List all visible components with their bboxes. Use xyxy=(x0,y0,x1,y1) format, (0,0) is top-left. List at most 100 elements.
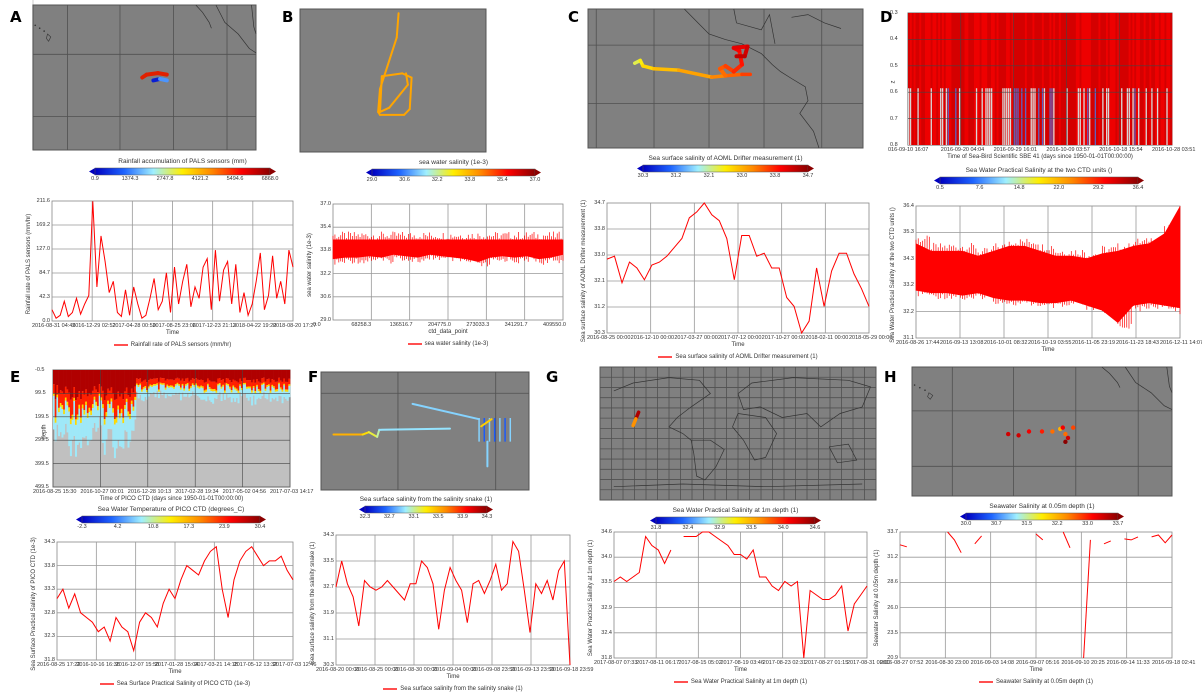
heatmap-cell xyxy=(1009,13,1013,145)
heatmap-cell xyxy=(69,399,72,419)
heatmap-cell xyxy=(80,422,83,449)
colorbar-gradient xyxy=(655,516,816,525)
heatmap-cell xyxy=(1100,13,1103,145)
heatmap-cell xyxy=(1043,13,1046,145)
heatmap-cell xyxy=(953,13,956,145)
heatmap-cell xyxy=(269,382,272,391)
heatmap-cell xyxy=(1132,88,1134,145)
heatmap-cell xyxy=(112,370,115,394)
heatmap-cell xyxy=(1072,13,1075,145)
heatmap-cell xyxy=(91,390,94,405)
heatmap-cell xyxy=(958,88,961,145)
heatmap-cell xyxy=(137,385,140,388)
heatmap-cell xyxy=(135,383,138,386)
series-line xyxy=(613,535,672,583)
colorbar-tick-label: 17.3 xyxy=(183,524,195,530)
heatmap-cell xyxy=(240,381,243,389)
track-point xyxy=(1071,425,1076,430)
island xyxy=(38,27,41,30)
heatmap-cell xyxy=(271,384,274,387)
heatmap-cell xyxy=(286,370,289,382)
heatmap-xtick-label: 2017-07-03 14:17 xyxy=(270,489,314,495)
heatmap-cell xyxy=(284,381,287,390)
heatmap-cell xyxy=(76,419,79,445)
heatmap-cell xyxy=(124,405,127,410)
colorbar-max-arrow xyxy=(1118,513,1124,520)
heatmap-cell xyxy=(1164,13,1167,145)
heatmap-cell xyxy=(68,411,71,447)
colorbar-tick-label: 29.0 xyxy=(366,177,378,183)
heatmap-cell xyxy=(171,379,174,386)
heatmap-cell xyxy=(985,13,988,145)
heatmap-cell xyxy=(166,370,169,379)
heatmap-cell xyxy=(193,370,196,380)
heatmap-cell xyxy=(119,413,122,420)
heatmap-cell xyxy=(1126,13,1129,145)
heatmap-cell xyxy=(86,396,89,414)
heatmap-cell xyxy=(247,386,250,389)
heatmap-cell xyxy=(208,370,211,381)
heatmap-cell xyxy=(75,424,77,457)
ytick-label: 26.0 xyxy=(887,604,898,611)
heatmap-ytick-label: 0.7 xyxy=(890,115,898,122)
heatmap-cell xyxy=(53,384,55,394)
heatmap-cell xyxy=(256,386,259,400)
heatmap-cell xyxy=(242,370,245,378)
heatmap-cell xyxy=(152,378,155,385)
heatmap-cell xyxy=(124,391,127,406)
heatmap-cell xyxy=(80,417,83,424)
coastline xyxy=(684,8,820,149)
heatmap-ytick-label: 0.8 xyxy=(890,142,898,148)
heatmap-cell xyxy=(122,423,125,449)
heatmap-cell xyxy=(1158,13,1161,145)
series-line xyxy=(974,535,982,545)
legend-swatch xyxy=(113,344,128,346)
heatmap-cell xyxy=(171,387,174,395)
colorbar xyxy=(89,167,276,176)
heatmap-cell xyxy=(110,401,113,430)
heatmap-cell xyxy=(1002,13,1005,145)
heatmap-cell xyxy=(267,370,270,379)
xtick-label: 409550.0 xyxy=(543,322,566,328)
heatmap-cell xyxy=(1160,13,1163,145)
xtick-label: 2016-09-18 23:59 xyxy=(550,667,594,673)
legend-label: Sea Surface Practical Salinity of PICO C… xyxy=(116,681,251,687)
heatmap-cell xyxy=(124,408,127,431)
heatmap-cell xyxy=(266,370,269,380)
heatmap-cell xyxy=(1058,13,1062,145)
xtick-label: 2017-07-12 00:00 xyxy=(718,335,762,341)
heatmap-cell xyxy=(73,397,76,402)
heatmap-cell xyxy=(139,378,142,384)
heatmap-cell xyxy=(213,381,216,389)
heatmap-cell xyxy=(234,370,237,381)
heatmap-cell xyxy=(234,387,237,390)
heatmap-cell xyxy=(245,386,248,390)
heatmap-cell xyxy=(191,378,194,384)
track-segment xyxy=(388,83,409,109)
track-segment xyxy=(376,428,381,438)
coastline xyxy=(251,4,257,35)
heatmap-cell xyxy=(252,370,255,380)
heatmap-cell xyxy=(932,13,935,145)
heatmap-cell xyxy=(83,370,86,395)
colorbar-tick-label: -2.3 xyxy=(77,524,87,530)
heatmap-cell xyxy=(190,386,193,389)
colorbar-tick-label: 31.2 xyxy=(670,173,682,179)
heatmap-cell xyxy=(193,384,196,387)
heatmap-cell xyxy=(75,400,77,420)
heatmap-cell xyxy=(157,391,160,399)
heatmap-ytick-label: 299.5 xyxy=(35,437,49,444)
heatmap-cell xyxy=(146,382,149,390)
heatmap-cell xyxy=(179,389,182,401)
heatmap-cell xyxy=(284,389,287,393)
heatmap-cell xyxy=(63,370,66,395)
heatmap-cell xyxy=(1047,13,1050,145)
ytick-label: 32.9 xyxy=(601,604,612,611)
colorbar-tick-label: 7.6 xyxy=(975,185,984,191)
ytick-label: 20.9 xyxy=(887,655,898,661)
heatmap-cell xyxy=(113,419,116,426)
heatmap-cell xyxy=(201,380,204,387)
heatmap-cell xyxy=(229,370,232,381)
ytick-label: 31.2 xyxy=(594,304,605,310)
heatmap-cell xyxy=(176,384,179,395)
